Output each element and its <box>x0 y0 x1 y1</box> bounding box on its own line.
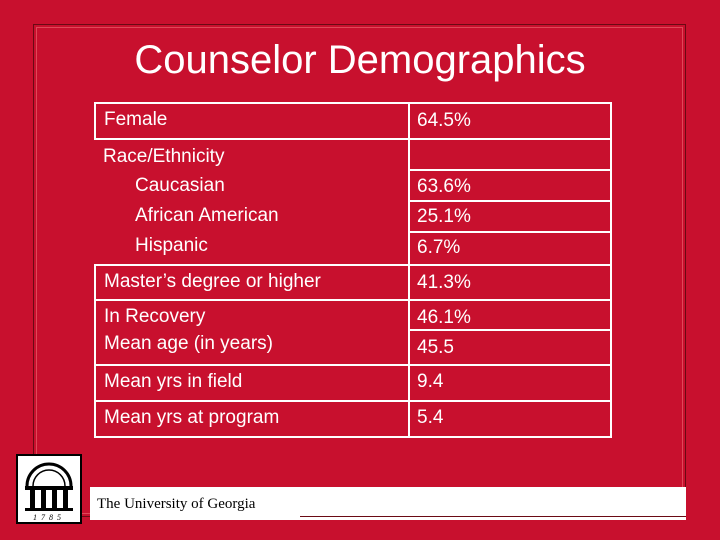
demographics-table: Female 64.5% Race/Ethnicity Caucasian 63… <box>94 102 612 438</box>
row-label: Race/Ethnicity <box>103 146 225 167</box>
row-value: 64.5% <box>408 102 612 140</box>
row-value: 46.1% <box>408 300 612 331</box>
table-row: African American 25.1% <box>95 201 612 233</box>
university-name: The University of Georgia <box>97 496 256 512</box>
row-label: In Recovery <box>94 300 409 330</box>
table-row: Hispanic 6.7% <box>95 232 612 266</box>
svg-text:1785: 1785 <box>33 513 65 522</box>
row-value: 45.5 <box>408 330 612 366</box>
arch-icon: 1785 <box>25 462 73 522</box>
row-value <box>408 139 612 171</box>
row-label: Hispanic <box>95 232 409 266</box>
slide-title: Counselor Demographics <box>134 38 586 82</box>
row-value: 25.1% <box>408 201 612 233</box>
table-row: Mean yrs at program 5.4 <box>94 401 612 438</box>
table-row: Female 64.5% <box>94 102 612 140</box>
row-value: 9.4 <box>408 365 612 402</box>
row-value: 41.3% <box>408 265 612 301</box>
university-arch-logo: 1785 <box>16 454 82 524</box>
row-label: Mean yrs in field <box>94 365 409 402</box>
table-row: Caucasian 63.6% <box>95 170 612 202</box>
row-label: Mean age (in years) <box>94 330 409 366</box>
footer-rule <box>300 516 686 517</box>
row-label: Caucasian <box>135 175 225 196</box>
table-row: Race/Ethnicity <box>95 139 612 171</box>
table-row: Mean age (in years) 45.5 <box>94 330 612 366</box>
row-value: 63.6% <box>408 170 612 202</box>
row-value: 6.7% <box>408 232 612 266</box>
table-row: Master’s degree or higher 41.3% <box>94 265 612 301</box>
table-row: Mean yrs in field 9.4 <box>94 365 612 402</box>
row-label: Female <box>94 102 409 140</box>
row-label: Master’s degree or higher <box>94 265 409 301</box>
row-value: 5.4 <box>408 401 612 438</box>
footer-bar <box>90 487 686 520</box>
row-label: Mean yrs at program <box>94 401 409 438</box>
row-label: African American <box>135 205 279 226</box>
table-row: In Recovery 46.1% <box>94 300 612 331</box>
